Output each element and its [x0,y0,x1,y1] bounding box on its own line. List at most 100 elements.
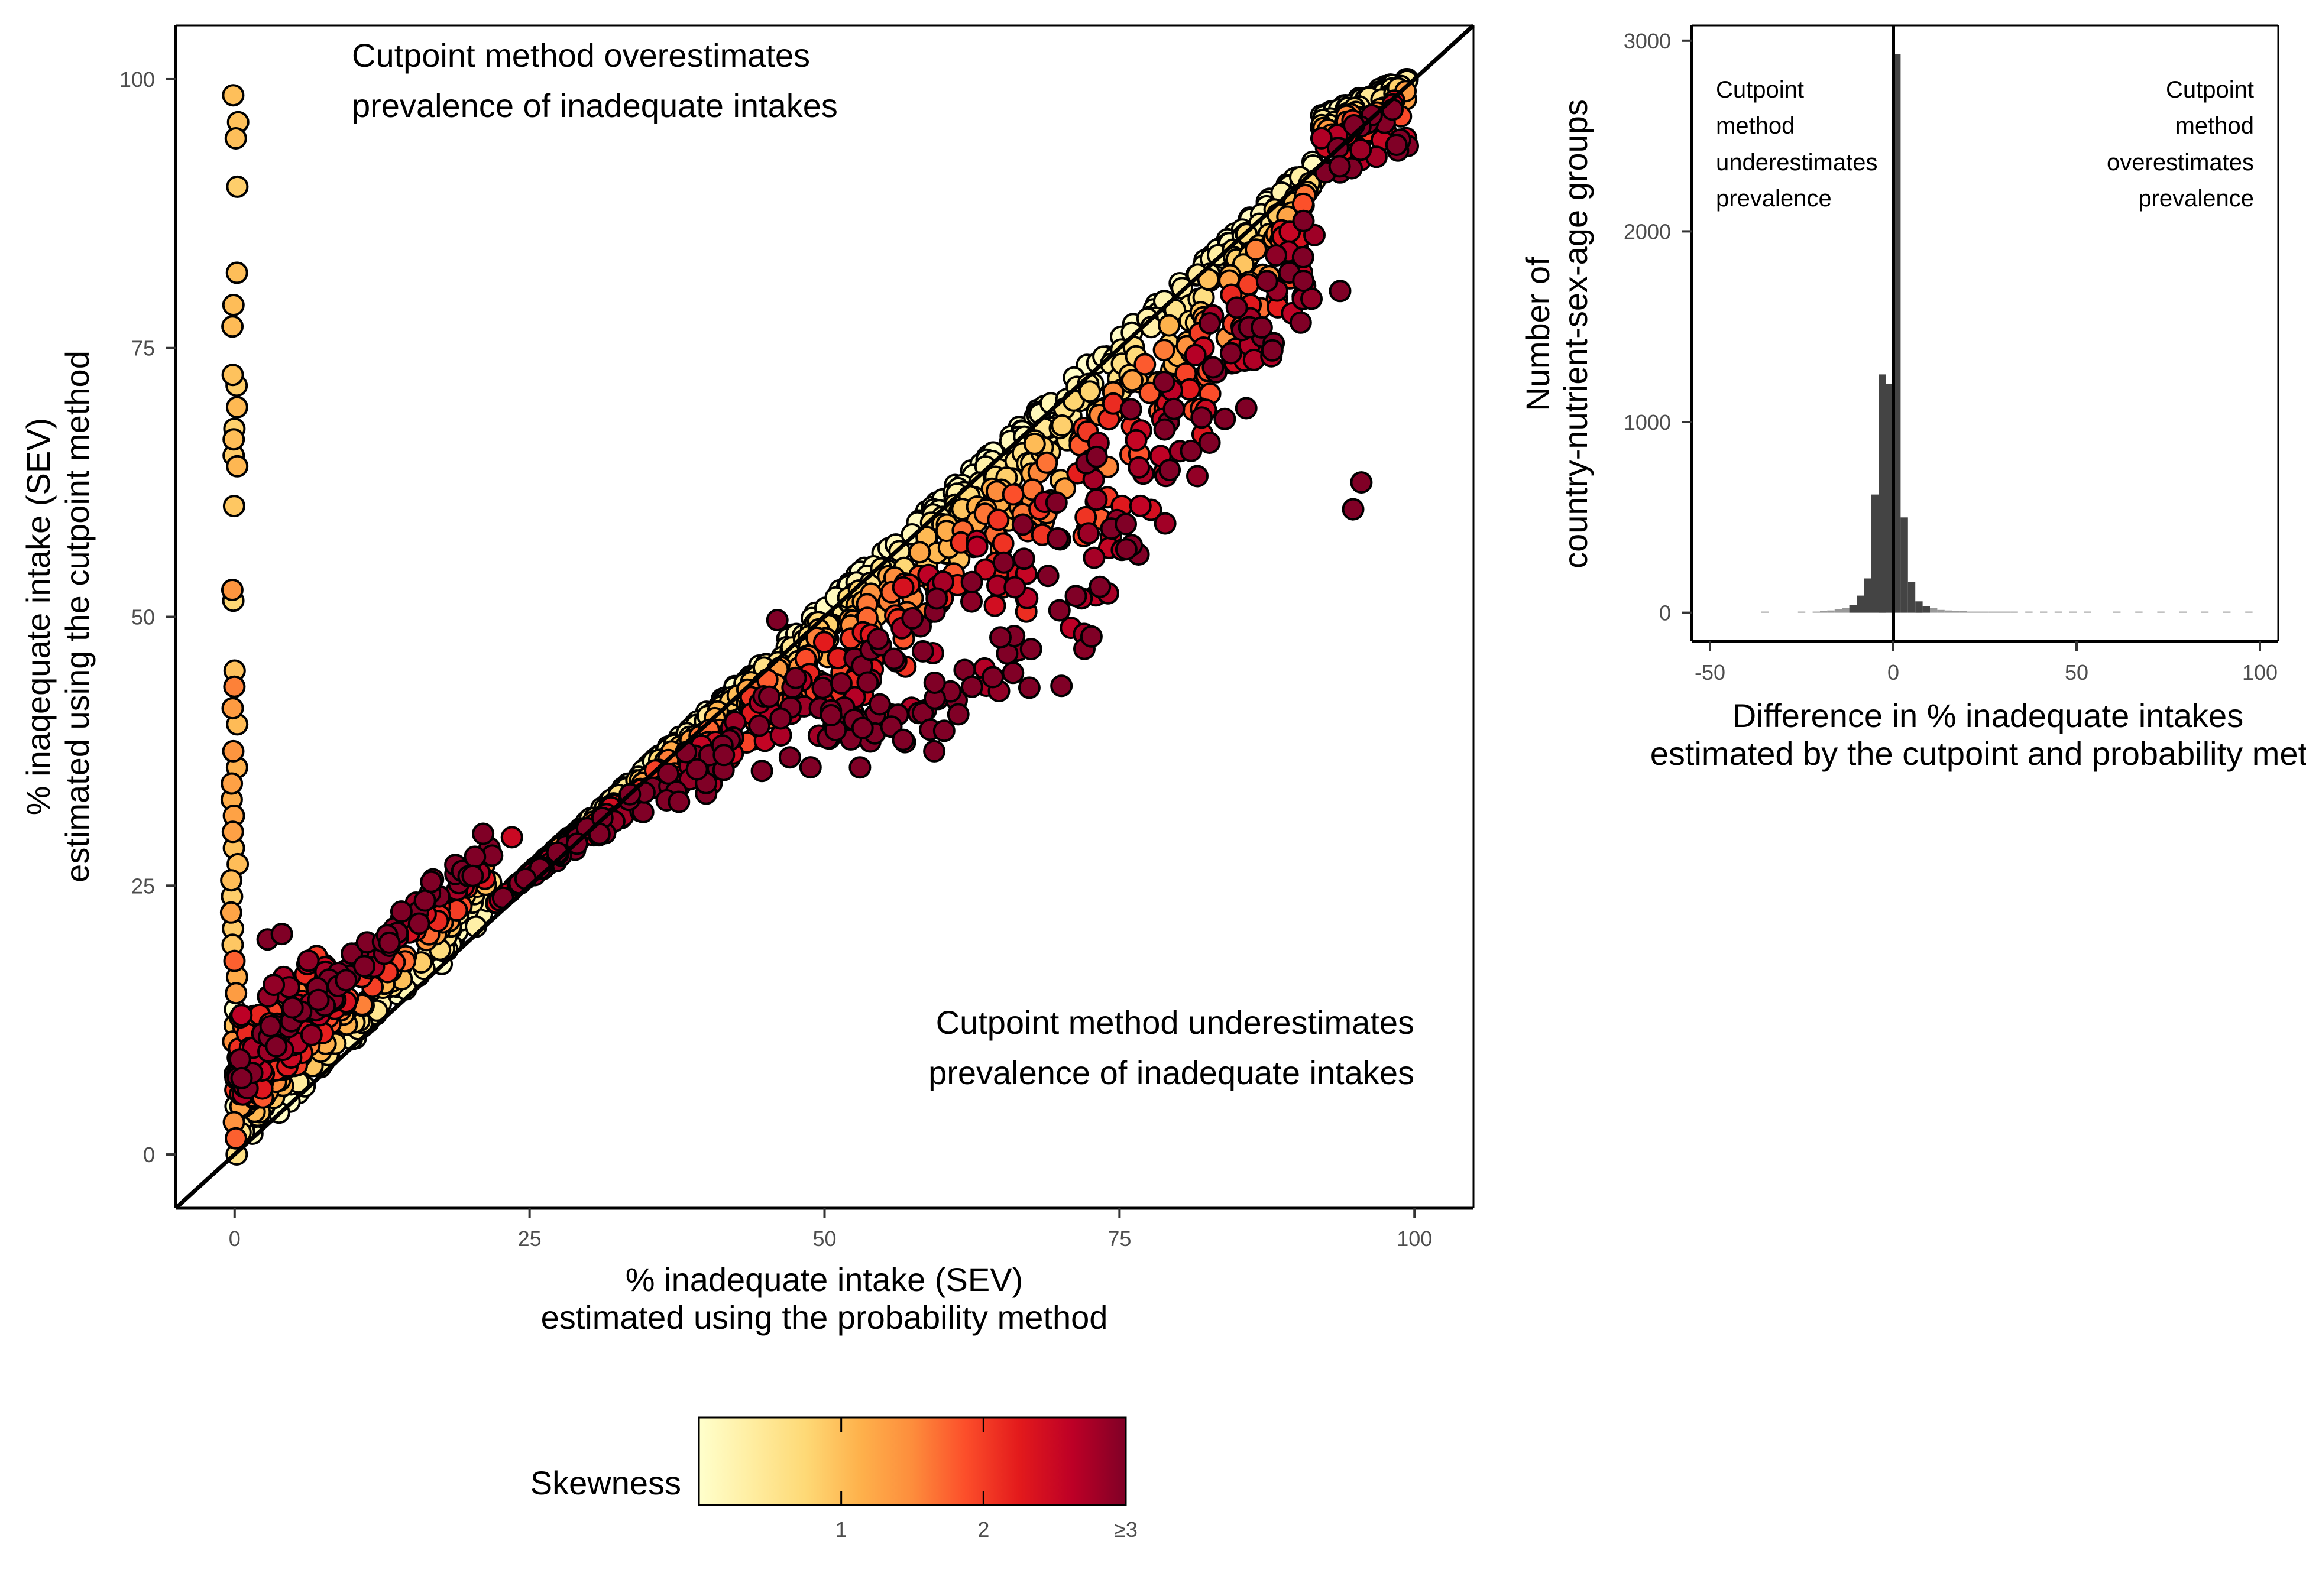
scatter-point [223,949,246,972]
histogram-bar [1944,610,1952,613]
scatter-point [221,772,244,795]
scatter-point [353,955,376,978]
scatter-point [378,931,401,954]
scatter-point [892,728,915,751]
scatter-point [1080,625,1103,648]
scatter-point [1003,576,1026,599]
histogram-bar [1967,611,1974,613]
scatter-point [830,672,853,695]
scatter-point [989,626,1012,649]
histogram-bar [2069,611,2077,613]
histogram-bar [2223,611,2231,613]
histogram-bar [2157,611,2165,613]
scatter-point [1349,138,1372,161]
scatter-point [812,631,835,654]
scatter-point [230,1004,253,1027]
main-y-tick-label: 0 [143,1143,155,1167]
hist-x-tick-label: 50 [2065,660,2088,685]
scatter-point [413,889,436,912]
scatter-point [766,609,789,631]
scatter-point [712,744,736,767]
scatter-point [769,707,792,730]
histogram-bar [1820,611,1828,613]
scatter-point [222,495,245,518]
main-x-tick-label: 75 [1107,1227,1131,1251]
scatter-point [222,428,245,451]
scatter-point [1291,246,1314,268]
scatter-panel: 0 25 50 75 100 0 25 50 75 100 % inadequate intak… [20,24,1475,1336]
scatter-point [221,364,244,387]
histogram-bar [1981,611,1989,613]
scatter-point [335,969,358,992]
scatter-point [1011,513,1034,536]
annotation-overestimates-line2: prevalence of inadequate intakes [352,87,838,124]
scatter-point [1245,238,1267,261]
legend-tick-label: 1 [835,1517,847,1542]
scatter-point [1154,512,1177,535]
hist-y-axis-title-line2: country-nutrient-sex-age groups [1557,99,1594,569]
scatter-point [1289,311,1312,334]
scatter-point [851,716,874,739]
main-y-tick-label: 25 [131,874,155,898]
scatter-point [960,570,983,593]
scatter-point [1037,565,1060,588]
scatter-point [1158,459,1181,482]
scatter-point [1133,353,1157,376]
scatter-point [1089,575,1112,598]
scatter-point [1162,397,1186,420]
scatter-point [923,739,946,763]
histogram-bar [2025,611,2033,613]
main-y-ticks: 0 25 50 75 100 [119,67,176,1167]
scatter-point [1045,491,1068,514]
histogram-bar [2135,611,2143,613]
scatter-point [219,901,242,924]
histogram-bar [1812,611,1820,613]
histogram-bar [2040,611,2048,613]
hist-x-axis-title-line2: estimated by the cutpoint and probabilit… [1650,735,2306,772]
skewness-legend: Skewness 1 2 ≥3 [530,1416,1138,1542]
scatter-point [1002,483,1025,506]
scatter-point [222,294,245,316]
hist-annotation-left-4: prevalence [1716,186,1832,212]
scatter-point [1265,244,1288,267]
main-x-tick-label: 0 [229,1227,241,1251]
hist-y-tick-label: 3000 [1624,29,1671,53]
histogram-bar [2054,611,2062,613]
scatter-point [221,579,244,601]
histogram-bar [1930,608,1938,613]
scatter-point [778,746,801,769]
scatter-point [1310,126,1333,150]
scatter-point [222,739,245,763]
scatter-point [799,756,822,779]
scatter-point [1199,312,1221,335]
histogram-bar [2003,611,2011,613]
main-x-tick-label: 100 [1397,1227,1432,1251]
scatter-point [307,988,330,1011]
histogram-bar [1915,601,1923,613]
main-x-axis-title-line2: estimated using the probability method [541,1299,1108,1336]
main-x-axis-title-line1: % inadequate intake (SEV) [626,1261,1023,1298]
scatter-point [1235,397,1258,420]
scatter-point [1121,369,1144,392]
scatter-point [784,666,807,689]
scatter-point [225,395,248,419]
scatter-point [1190,406,1213,429]
hist-y-axis-title-line1: Number of [1519,257,1556,411]
scatter-point [868,693,891,716]
scatter-point [221,315,244,338]
histogram-bar [2201,611,2209,613]
scatter-point [220,869,243,892]
scatter-point [1129,494,1152,517]
histogram-bar [2179,611,2187,613]
scatter-point [1051,414,1074,437]
scatter-point [1213,407,1236,430]
scatter-point [407,912,430,935]
scatter-point [259,1015,282,1037]
histogram-bar [1864,578,1871,613]
scatter-point [1255,270,1278,293]
scatter-point [987,508,1010,531]
scatter-point [1018,676,1041,699]
scatter-point [668,790,691,813]
scatter-point [390,900,413,923]
main-y-tick-label: 75 [131,336,155,361]
